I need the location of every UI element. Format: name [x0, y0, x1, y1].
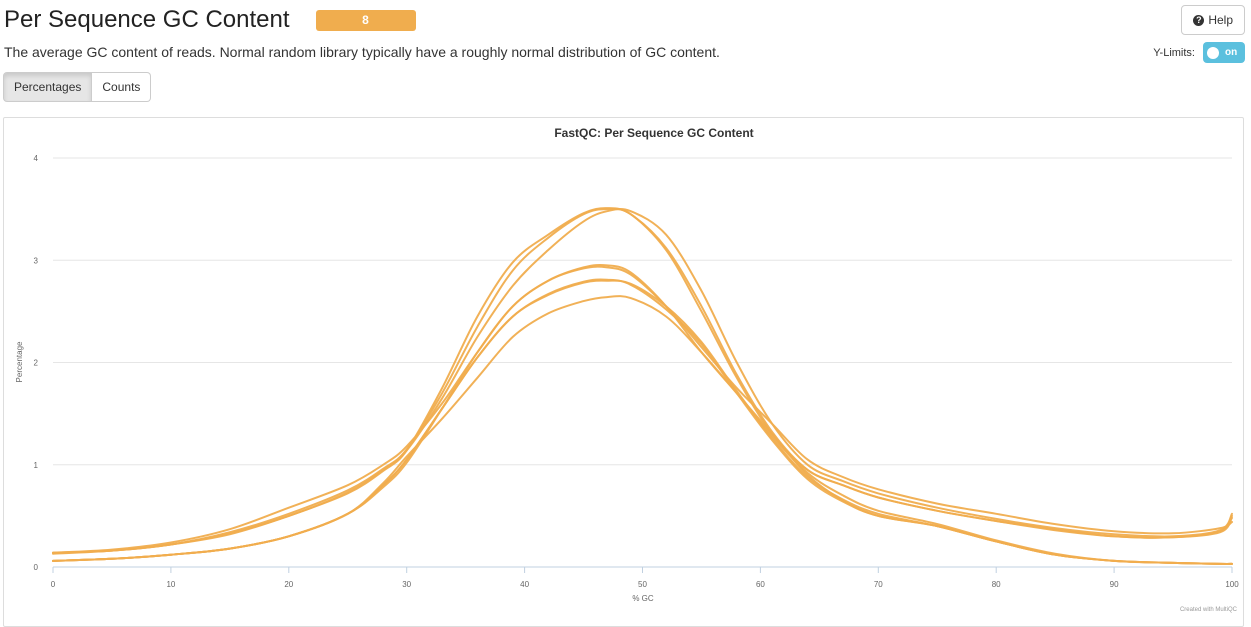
status-badge[interactable]: 8	[315, 9, 416, 31]
toggle-state: on	[1225, 47, 1238, 58]
y-tick-label: 3	[34, 256, 39, 265]
series-line-7[interactable]	[52, 295, 1233, 565]
x-tick-label: 10	[166, 580, 175, 589]
y-axis-label: Percentage	[15, 341, 24, 382]
x-tick-label: 0	[51, 580, 56, 589]
y-limits-toggle[interactable]: on	[1203, 42, 1245, 63]
section-description: The average GC content of reads. Normal …	[4, 44, 720, 60]
question-circle-icon: ?	[1193, 14, 1205, 26]
credits[interactable]: Created with MultiQC	[1179, 607, 1237, 613]
tab-counts[interactable]: Counts	[92, 72, 152, 102]
x-tick-label: 30	[402, 580, 411, 589]
series-line-6[interactable]	[52, 278, 1233, 565]
y-limits-control: Y-Limits: on	[1153, 42, 1245, 63]
help-button[interactable]: ? Help	[1181, 5, 1245, 35]
series-line-5[interactable]	[52, 279, 1233, 565]
x-tick-label: 70	[874, 580, 883, 589]
series-line-3[interactable]	[52, 208, 1233, 555]
x-tick-label: 40	[520, 580, 529, 589]
series-line-4[interactable]	[52, 263, 1233, 565]
chart-title: FastQC: Per Sequence GC Content	[554, 126, 753, 140]
tab-percentages[interactable]: Percentages	[3, 72, 93, 102]
y-tick-label: 1	[34, 461, 39, 470]
y-tick-label: 2	[34, 359, 39, 368]
series-line-8[interactable]	[52, 265, 1233, 554]
help-button-label: Help	[1208, 13, 1233, 27]
y-tick-label: 4	[34, 154, 39, 163]
x-tick-label: 60	[756, 580, 765, 589]
y-limits-label: Y-Limits:	[1153, 46, 1195, 59]
x-tick-label: 100	[1225, 580, 1239, 589]
page-title: Per Sequence GC Content	[4, 6, 290, 33]
toggle-knob	[1207, 46, 1219, 59]
y-tick-label: 0	[34, 563, 39, 572]
data-view-tabs: Percentages Counts	[3, 72, 152, 102]
x-axis-label: % GC	[632, 594, 654, 603]
x-tick-label: 90	[1110, 580, 1119, 589]
x-tick-label: 80	[992, 580, 1001, 589]
x-tick-label: 20	[284, 580, 293, 589]
header: Per Sequence GC Content 8	[4, 4, 416, 36]
x-tick-label: 50	[638, 580, 647, 589]
